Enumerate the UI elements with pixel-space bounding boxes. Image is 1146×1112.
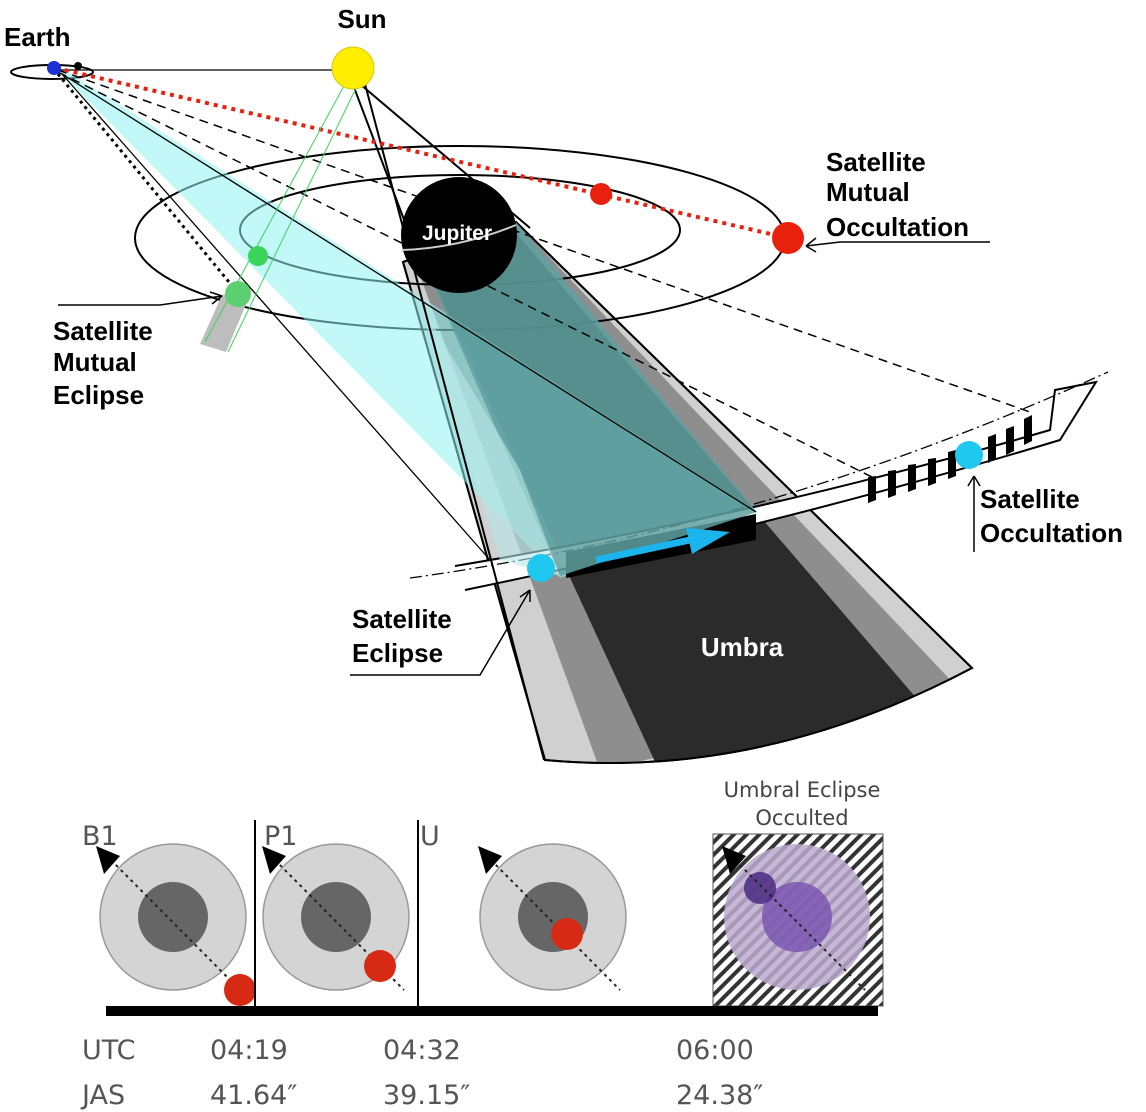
- eclipsing-satellite: [248, 246, 268, 266]
- occulting-satellite: [772, 222, 804, 254]
- mutual-occultation-label-2: Mutual: [826, 177, 910, 207]
- earth: [47, 61, 61, 75]
- occultation-satellite: [955, 441, 983, 469]
- jas-value-2: 39.15″: [383, 1080, 470, 1111]
- utc-time-2: 04:32: [383, 1035, 461, 1066]
- time-axis: [106, 1006, 878, 1016]
- moon: [74, 62, 82, 70]
- mutual-occultation-label-3: Occultation: [826, 212, 969, 242]
- occultation-label-1: Satellite: [980, 484, 1080, 514]
- eclipse-timeline: B1 P1 U Umbral Eclipse Occulted UTC JAS …: [80, 778, 884, 1111]
- mutual-occultation-label-1: Satellite: [826, 147, 926, 177]
- contact-label-u: U: [420, 821, 440, 852]
- timeline-panel-b1: [96, 843, 256, 1006]
- jupiter: Jupiter: [401, 177, 517, 293]
- cone-overlap: [428, 222, 757, 576]
- occulted-satellite: [590, 183, 612, 205]
- occultation-label-2: Occultation: [980, 518, 1123, 548]
- sun-label: Sun: [337, 4, 386, 34]
- satellite-motion-arrow: [595, 528, 730, 564]
- umbral-caption-1: Umbral Eclipse: [724, 778, 881, 802]
- orbit-centerline: [409, 371, 1109, 579]
- contact-label-p1: P1: [264, 821, 297, 852]
- row-label-utc: UTC: [82, 1035, 136, 1066]
- timeline-panel-occulted: [712, 833, 884, 1007]
- occultation-stripes: [868, 415, 1032, 503]
- jupiter-label: Jupiter: [422, 222, 492, 245]
- utc-time-3: 06:00: [676, 1035, 754, 1066]
- sun: [331, 46, 375, 90]
- jas-value-1: 41.64″: [210, 1080, 297, 1111]
- timeline-panel-p1: [262, 843, 410, 991]
- eclipse-label-2: Eclipse: [352, 638, 443, 668]
- umbral-caption-2: Occulted: [755, 806, 848, 830]
- mutual-eclipse-label-2: Mutual: [53, 347, 137, 377]
- jas-value-3: 24.38″: [676, 1080, 763, 1111]
- utc-time-1: 04:19: [210, 1035, 288, 1066]
- eclipse-satellite: [527, 554, 555, 582]
- row-label-jas: JAS: [80, 1080, 125, 1111]
- mutual-eclipse-label-3: Eclipse: [53, 380, 144, 410]
- umbra-label: Umbra: [701, 632, 784, 662]
- mutual-eclipse-label-1: Satellite: [53, 316, 153, 346]
- contact-label-b1: B1: [82, 821, 118, 852]
- timeline-panel-u: [478, 843, 627, 991]
- eclipse-label-1: Satellite: [352, 604, 452, 634]
- earth-label: Earth: [4, 22, 70, 52]
- eclipsed-satellite: [225, 281, 251, 307]
